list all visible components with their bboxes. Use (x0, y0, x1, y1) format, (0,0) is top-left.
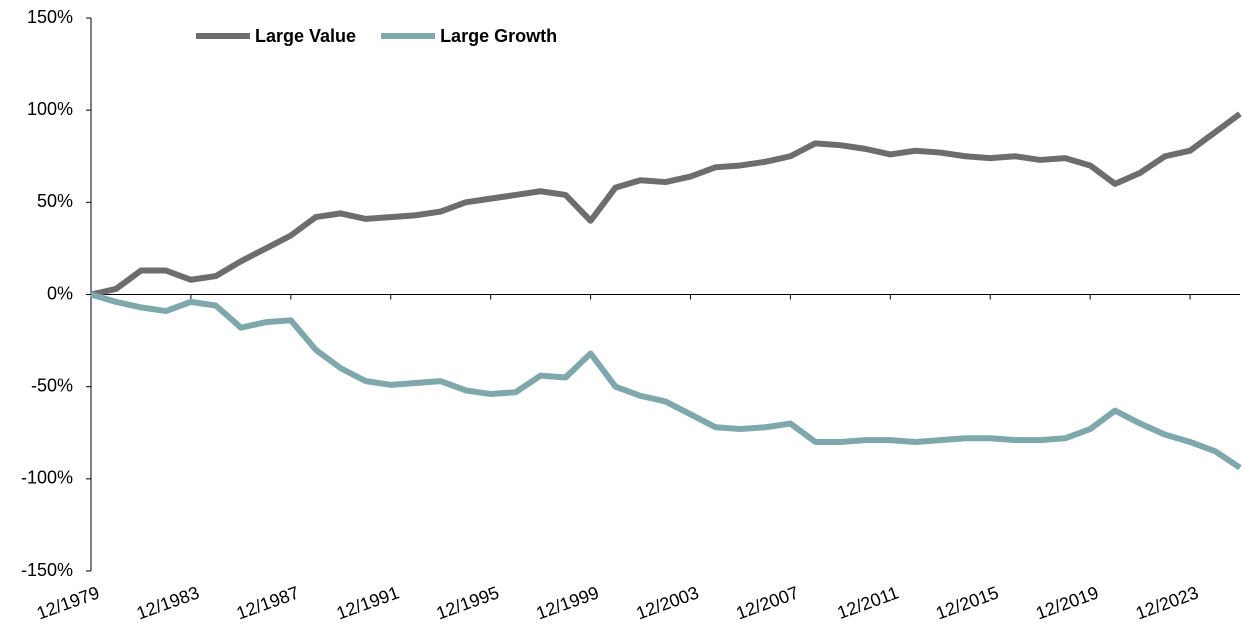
x-tick-label: 12/1991 (334, 582, 402, 623)
x-tick-label: 12/1995 (434, 582, 502, 623)
x-tick-label: 12/2015 (933, 582, 1001, 623)
x-tick-label: 12/2023 (1133, 582, 1201, 623)
legend-label: Large Growth (440, 26, 557, 46)
y-tick-label: -100% (21, 468, 73, 488)
legend-label: Large Value (255, 26, 356, 46)
y-tick-label: 50% (37, 191, 73, 211)
x-tick-label: 12/1999 (534, 582, 602, 623)
x-tick-label: 12/2007 (733, 582, 801, 623)
x-tick-label: 12/2003 (633, 582, 701, 623)
y-tick-label: 100% (27, 99, 73, 119)
line-series (90, 111, 1242, 298)
x-tick-label: 12/1983 (134, 582, 202, 623)
line-series (90, 291, 1242, 471)
x-tick-label: 12/2019 (1033, 582, 1101, 623)
x-tick-label: 12/1987 (234, 582, 302, 623)
y-tick-label: -150% (21, 560, 73, 580)
y-tick-label: 0% (47, 283, 73, 303)
x-tick-label: 12/1979 (34, 582, 102, 623)
y-tick-label: -50% (31, 375, 73, 395)
x-tick-label: 12/2011 (835, 582, 902, 623)
y-tick-label: 150% (27, 7, 73, 27)
